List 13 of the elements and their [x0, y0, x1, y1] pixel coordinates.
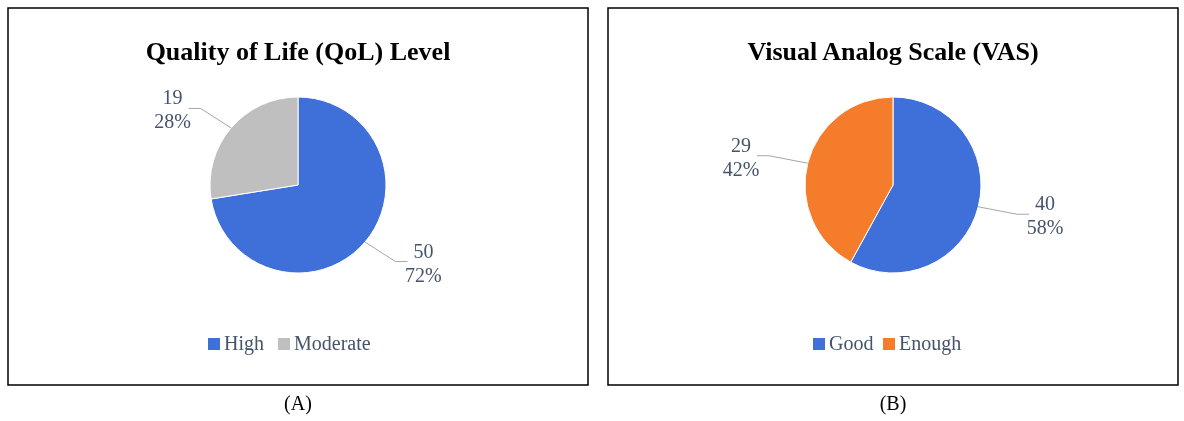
chart-title: Visual Analog Scale (VAS): [747, 37, 1039, 66]
text: (A): [284, 392, 312, 415]
legend-label: Moderate: [294, 332, 371, 354]
data-label: 50 72%: [405, 239, 442, 286]
pie-slice: [210, 96, 387, 274]
chart-title: Quality of Life (QoL) Level: [145, 37, 451, 66]
text: (B): [879, 392, 907, 415]
data-label: 40 58%: [1026, 192, 1064, 239]
legend-label: High: [224, 332, 264, 355]
data-label: 19 28%: [154, 86, 191, 133]
data-label: 29 42%: [722, 133, 760, 180]
legend-label: Good: [829, 332, 874, 354]
legend-label: Enough: [899, 332, 962, 355]
